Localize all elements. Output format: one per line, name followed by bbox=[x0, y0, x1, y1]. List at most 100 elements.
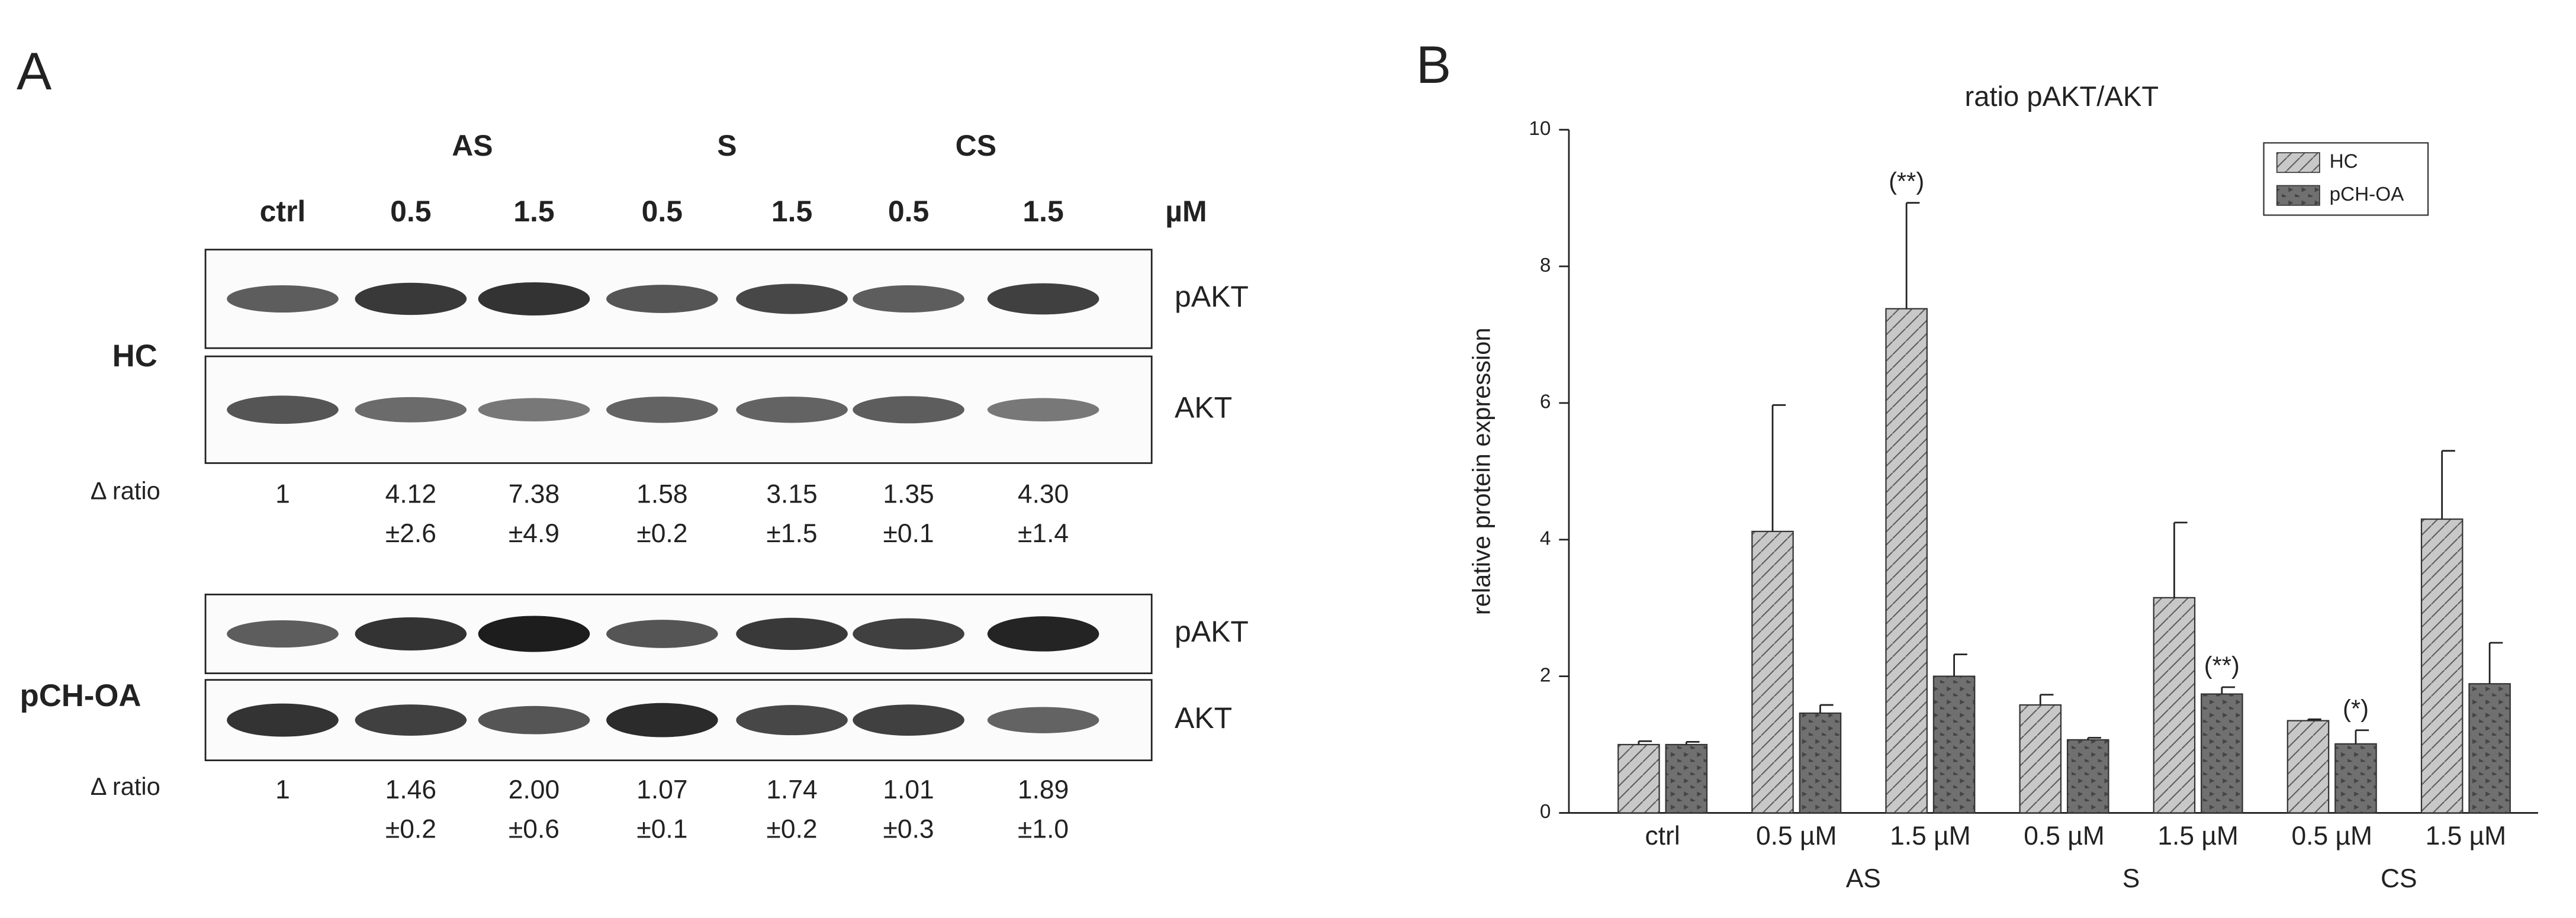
panel-label: A bbox=[17, 42, 52, 101]
bar bbox=[1617, 743, 1660, 814]
band-label: AKT bbox=[1175, 701, 1232, 735]
blot-band bbox=[606, 285, 718, 313]
group-header: CS bbox=[956, 129, 996, 162]
error-bar bbox=[1685, 740, 1700, 745]
ratio-value: 1.74 bbox=[766, 775, 817, 804]
y-tick-label: 2 bbox=[1540, 664, 1551, 686]
legend-swatch bbox=[2276, 152, 2320, 173]
column-header: 0.5 bbox=[642, 195, 683, 228]
significance-label: (**) bbox=[1889, 167, 1924, 195]
ratio-value: 7.38 bbox=[509, 480, 559, 509]
error-bar bbox=[1953, 653, 1967, 677]
blot-band bbox=[853, 285, 964, 313]
y-tick-label: 6 bbox=[1540, 391, 1551, 413]
error-bar bbox=[2441, 450, 2455, 520]
blot-band bbox=[606, 620, 718, 648]
group-label: AS bbox=[1846, 864, 1881, 893]
blot-band bbox=[478, 706, 590, 735]
y-tick-label: 0 bbox=[1540, 801, 1551, 823]
ratio-sd: ±0.1 bbox=[636, 815, 687, 844]
blot-band bbox=[853, 618, 964, 650]
row-label: pCH-OA bbox=[20, 678, 141, 713]
panel-label: B bbox=[1416, 36, 1451, 94]
blot-band bbox=[736, 617, 848, 650]
y-tick-label: 4 bbox=[1540, 528, 1551, 550]
blot-band bbox=[355, 704, 467, 736]
ratio-value: 1.89 bbox=[1018, 775, 1069, 804]
error-bar bbox=[2488, 642, 2503, 684]
ratio-value: 1 bbox=[275, 775, 290, 804]
bar bbox=[1665, 743, 1708, 814]
column-header: 1.5 bbox=[513, 195, 554, 228]
ratio-value: 1 bbox=[275, 480, 290, 509]
ratio-sd: ±0.2 bbox=[385, 815, 436, 844]
legend-label: HC bbox=[2330, 150, 2358, 172]
bar bbox=[2153, 597, 2196, 814]
significance-label: (*) bbox=[2343, 694, 2369, 722]
y-tick-label: 8 bbox=[1540, 255, 1551, 276]
significance-label: (**) bbox=[2204, 652, 2240, 679]
ratio-sd: ±0.3 bbox=[883, 815, 934, 844]
legend-swatch bbox=[2276, 185, 2320, 206]
ratio-label: Δ ratio bbox=[91, 476, 160, 504]
blot-band bbox=[736, 397, 848, 423]
x-tick-label: 0.5 µM bbox=[2291, 822, 2372, 851]
ratio-value: 1.35 bbox=[883, 480, 934, 509]
blot-band bbox=[987, 707, 1099, 733]
error-bar bbox=[1771, 404, 1786, 532]
bar bbox=[2468, 683, 2511, 814]
bar bbox=[1885, 308, 1928, 814]
blot-band bbox=[853, 396, 964, 424]
bar bbox=[2066, 739, 2109, 814]
error-bar bbox=[2307, 718, 2321, 721]
group-header: AS bbox=[452, 129, 493, 162]
legend-label: pCH-OA bbox=[2330, 183, 2405, 205]
ratio-value: 3.15 bbox=[766, 480, 817, 509]
blot-band bbox=[853, 704, 964, 736]
bar bbox=[2286, 720, 2330, 814]
blot-band bbox=[355, 282, 467, 315]
x-tick-label: 0.5 µM bbox=[2024, 822, 2105, 851]
error-bar bbox=[2173, 521, 2188, 598]
bar bbox=[1799, 712, 1842, 814]
blot-band bbox=[736, 284, 848, 314]
x-tick-label: 1.5 µM bbox=[2426, 822, 2507, 851]
bar bbox=[1932, 675, 1976, 814]
ratio-sd: ±2.6 bbox=[385, 519, 436, 548]
error-bar bbox=[1819, 704, 1834, 713]
ratio-sd: ±0.6 bbox=[509, 815, 559, 844]
bar bbox=[1751, 530, 1794, 814]
x-tick-label: 1.5 µM bbox=[1890, 822, 1971, 851]
y-tick-label: 10 bbox=[1529, 118, 1551, 140]
unit: µM bbox=[1165, 195, 1207, 228]
column-header: 0.5 bbox=[888, 195, 929, 228]
band-label: pAKT bbox=[1175, 280, 1249, 313]
band-label: AKT bbox=[1175, 391, 1232, 424]
ratio-sd: ±1.5 bbox=[767, 519, 818, 548]
blot-band bbox=[987, 616, 1099, 652]
ratio-value: 1.01 bbox=[883, 775, 934, 804]
blot-band bbox=[987, 398, 1099, 421]
bar bbox=[2019, 704, 2062, 814]
column-header: 1.5 bbox=[771, 195, 812, 228]
ratio-sd: ±1.4 bbox=[1018, 519, 1069, 548]
error-bar bbox=[2221, 686, 2236, 694]
blot-band bbox=[227, 395, 339, 424]
blot-band bbox=[355, 617, 467, 651]
blot-band bbox=[478, 398, 590, 421]
blot-band bbox=[478, 282, 590, 316]
ratio-sd: ±0.1 bbox=[883, 519, 934, 548]
y-axis-label: relative protein expression bbox=[1468, 327, 1496, 615]
x-tick-label: 1.5 µM bbox=[2157, 822, 2239, 851]
bar bbox=[2201, 693, 2243, 814]
band-label: pAKT bbox=[1175, 615, 1249, 648]
x-tick-label: ctrl bbox=[1645, 822, 1680, 851]
ratio-sd: ±0.2 bbox=[767, 815, 818, 844]
blot-band bbox=[987, 283, 1099, 315]
blot-band bbox=[227, 703, 339, 737]
bar bbox=[2334, 743, 2377, 814]
group-label: CS bbox=[2381, 864, 2417, 893]
ratio-label: Δ ratio bbox=[91, 772, 160, 800]
chart-title: ratio pAKT/AKT bbox=[1965, 80, 2159, 112]
error-bar bbox=[2039, 694, 2054, 706]
